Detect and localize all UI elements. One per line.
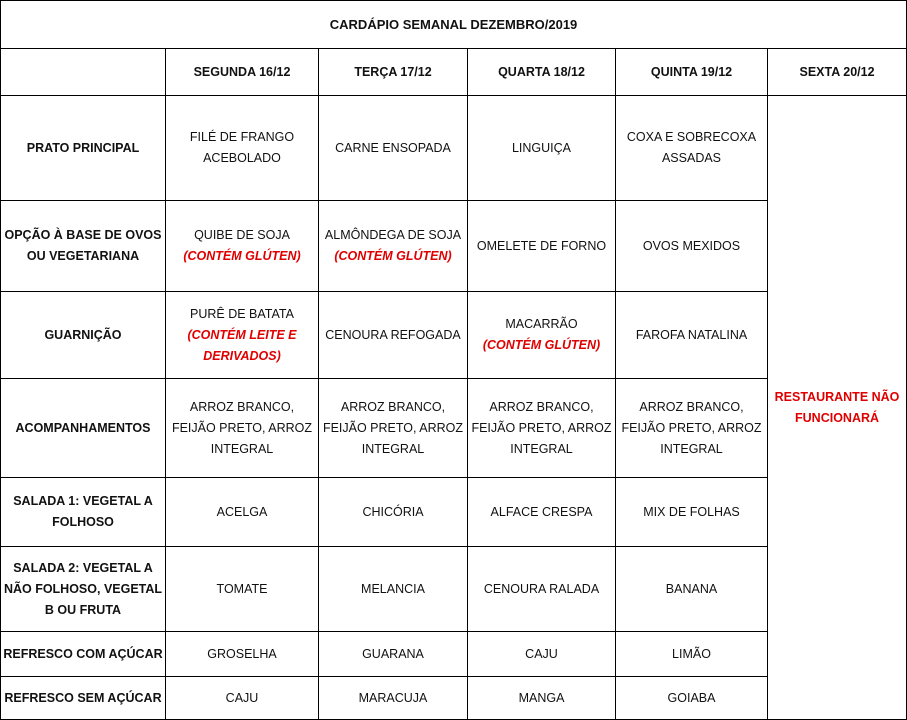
dish-name: CENOURA RALADA [483,581,600,596]
dish-name: BANANA [665,581,718,596]
menu-cell: GUARANA [318,631,468,677]
dish-name: GOIABA [667,690,716,705]
allergen-note: (CONTÉM LEITE E DERIVADOS) [187,327,297,363]
dish-name: CHICÓRIA [362,504,424,519]
menu-cell: CAJU [467,631,616,677]
row-label: OPÇÃO À BASE DE OVOS OU VEGETARIANA [0,200,166,292]
menu-cell: FILÉ DE FRANGO ACEBOLADO [165,95,319,201]
menu-row: PRATO PRINCIPAL FILÉ DE FRANGO ACEBOLADO C… [0,95,907,720]
menu-cell: ARROZ BRANCO, FEIJÃO PRETO, ARROZ INTEGR… [318,378,468,478]
menu-cell: PURÊ DE BATATA (CONTÉM LEITE E DERIVADOS) [165,291,319,379]
dish-name: GUARANA [362,646,424,661]
day-header: QUARTA 18/12 [467,48,616,96]
menu-row: SALADA 1: VEGETAL A FOLHOSO ACELGA CHICÓRI… [0,477,907,547]
menu-cell: BANANA [615,546,768,632]
menu-row: ACOMPANHAMENTOS ARROZ BRANCO, FEIJÃO PRET… [0,378,907,478]
dish-name: MIX DE FOLHAS [643,504,740,519]
allergen-note: (CONTÉM GLÚTEN) [482,338,601,352]
menu-cell: LINGUIÇA [467,95,616,201]
menu-title: CARDÁPIO SEMANAL DEZEMBRO/2019 [0,0,907,49]
day-header: SEGUNDA 16/12 [165,48,319,96]
dish-name: CAJU [525,646,558,661]
day-header: SEXTA 20/12 [766,48,907,96]
menu-row: SALADA 2: VEGETAL A NÃO FOLHOSO, VEGETAL… [0,546,907,632]
dish-name: QUIBE DE SOJA [194,228,290,242]
menu-cell: MANGA [467,676,616,720]
row-label: SALADA 2: VEGETAL A NÃO FOLHOSO, VEGETAL… [0,546,166,632]
menu-cell: OVOS MEXIDOS [615,200,768,292]
dish-name: MACARRÃO [505,317,578,331]
menu-cell: FAROFA NATALINA [615,291,768,379]
row-label: GUARNIÇÃO [0,291,166,379]
dish-name: TOMATE [216,581,268,596]
dish-name: FAROFA NATALINA [635,327,748,342]
allergen-note: (CONTÉM GLÚTEN) [183,249,301,263]
menu-row: OPÇÃO À BASE DE OVOS OU VEGETARIANA QUIBE… [0,200,907,292]
menu-cell: MIX DE FOLHAS [615,477,768,547]
menu-cell: MARACUJA [318,676,468,720]
dish-name: MANGA [518,690,565,705]
row-label: ACOMPANHAMENTOS [0,378,166,478]
menu-cell: MELANCIA [318,546,468,632]
dish-name: CENOURA REFOGADA [325,327,461,342]
dish-name: ACELGA [216,504,268,519]
menu-cell: MACARRÃO (CONTÉM GLÚTEN) [467,291,616,379]
dish-name: ARROZ BRANCO, FEIJÃO PRETO, ARROZ INTEGR… [171,399,313,456]
dish-name: COXA E SOBRECOXA ASSADAS [626,130,757,165]
dish-name: ALFACE CRESPA [490,504,593,519]
dish-name: MARACUJA [358,690,428,705]
menu-cell: CHICÓRIA [318,477,468,547]
menu-row: GUARNIÇÃO PURÊ DE BATATA (CONTÉM LEITE E D… [0,291,907,379]
dish-name: ARROZ BRANCO, FEIJÃO PRETO, ARROZ INTEGR… [322,399,464,456]
row-label: PRATO PRINCIPAL [0,95,166,201]
menu-cell: GROSELHA [165,631,319,677]
dish-name: MELANCIA [361,581,425,596]
menu-cell: ARROZ BRANCO, FEIJÃO PRETO, ARROZ INTEGR… [467,378,616,478]
dish-name: LINGUIÇA [511,140,572,155]
menu-cell: ALMÔNDEGA DE SOJA (CONTÉM GLÚTEN) [318,200,468,292]
row-label: REFRESCO SEM AÇÚCAR [0,676,166,720]
menu-cell: LIMÃO [615,631,768,677]
menu-row: REFRESCO SEM AÇÚCAR CAJU MARACUJA MANGA GOIA… [0,676,907,720]
menu-cell: ARROZ BRANCO, FEIJÃO PRETO, ARROZ INTEGR… [165,378,319,478]
menu-row: REFRESCO COM AÇÚCAR GROSELHA GUARANA CAJU LI… [0,631,907,677]
menu-cell: CAJU [165,676,319,720]
dish-name: ARROZ BRANCO, FEIJÃO PRETO, ARROZ INTEGR… [621,399,762,456]
corner-cell [0,48,166,96]
dish-name: FILÉ DE FRANGO ACEBOLADO [189,130,295,165]
day-header: TERÇA 17/12 [318,48,468,96]
menu-cell: ACELGA [165,477,319,547]
dish-name: GROSELHA [207,646,277,661]
dish-name: OMELETE DE FORNO [476,238,607,253]
dish-name: PURÊ DE BATATA [190,306,294,321]
dish-name: LIMÃO [672,646,711,661]
dish-name: ALMÔNDEGA DE SOJA [324,228,462,242]
menu-cell: CARNE ENSOPADA [318,95,468,201]
menu-cell: TOMATE [165,546,319,632]
menu-cell: CENOURA RALADA [467,546,616,632]
day-header: QUINTA 19/12 [615,48,768,96]
dish-name: CARNE ENSOPADA [335,140,451,155]
dish-name: OVOS MEXIDOS [642,238,741,253]
friday-closed-notice: RESTAURANTE NÃO FUNCIONARÁ [766,95,907,720]
allergen-note: (CONTÉM GLÚTEN) [334,249,452,263]
row-label: REFRESCO COM AÇÚCAR [0,631,166,677]
menu-cell: COXA E SOBRECOXA ASSADAS [615,95,768,201]
row-label: SALADA 1: VEGETAL A FOLHOSO [0,477,166,547]
menu-cell: ARROZ BRANCO, FEIJÃO PRETO, ARROZ INTEGR… [615,378,768,478]
menu-cell: QUIBE DE SOJA (CONTÉM GLÚTEN) [165,200,319,292]
dish-name: CAJU [225,690,259,705]
menu-cell: OMELETE DE FORNO [467,200,616,292]
dish-name: ARROZ BRANCO, FEIJÃO PRETO, ARROZ INTEGR… [471,399,612,456]
menu-cell: ALFACE CRESPA [467,477,616,547]
menu-cell: GOIABA [615,676,768,720]
menu-cell: CENOURA REFOGADA [318,291,468,379]
